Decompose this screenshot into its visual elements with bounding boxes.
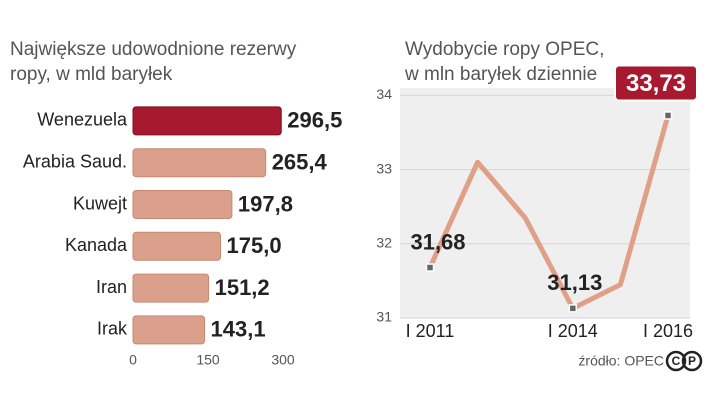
left-title-1: Największe udowodnione rezerwy [10,39,297,60]
right-title-2: w mln baryłek dziennie [404,64,597,85]
value-label: 296,5 [287,108,342,133]
plot-area [400,88,690,318]
svg-text:P: P [688,354,696,368]
category-label: Arabia Saud. [23,151,127,171]
bar [132,273,210,303]
source: źródło: OPEC [578,353,664,369]
value-label: 265,4 [272,150,328,175]
license-icons: C P [665,350,703,372]
svg-text:C: C [672,354,681,368]
bar [132,231,221,261]
x-tick-label: 0 [129,352,137,368]
value-label: 151,2 [215,275,270,300]
category-label: Irak [97,319,128,339]
x-tick-label: I 2014 [548,321,598,341]
value-label: 31,68 [410,229,465,254]
category-label: Wenezuela [37,110,128,130]
category-label: Kanada [65,235,128,255]
point-marker [568,304,578,313]
highlight-box [614,64,698,102]
category-label: Iran [96,277,127,297]
bar [132,106,282,136]
category-label: Kuwejt [73,193,127,213]
bar [132,148,267,178]
left-title-2: ropy, w mld baryłek [10,64,173,85]
x-tick-label: I 2011 [406,321,455,341]
y-tick-label: 31 [376,309,392,325]
x-tick-label: I 2016 [643,321,693,341]
value-label: 31,13 [547,270,602,295]
x-tick-label: 300 [271,352,295,368]
point-marker [425,263,435,272]
right-title-1: Wydobycie ropy OPEC, [405,39,604,60]
value-label: 197,8 [238,191,293,216]
bar [132,190,233,219]
x-tick-label: 150 [196,352,220,368]
y-tick-label: 33 [376,160,392,176]
line [427,114,671,311]
point-marker [663,111,673,120]
y-tick-label: 32 [376,235,392,251]
value-label: 33,73 [626,70,686,97]
value-label: 143,1 [211,317,266,342]
y-tick-label: 34 [376,86,392,102]
value-label: 175,0 [227,233,282,258]
bar [132,315,206,345]
